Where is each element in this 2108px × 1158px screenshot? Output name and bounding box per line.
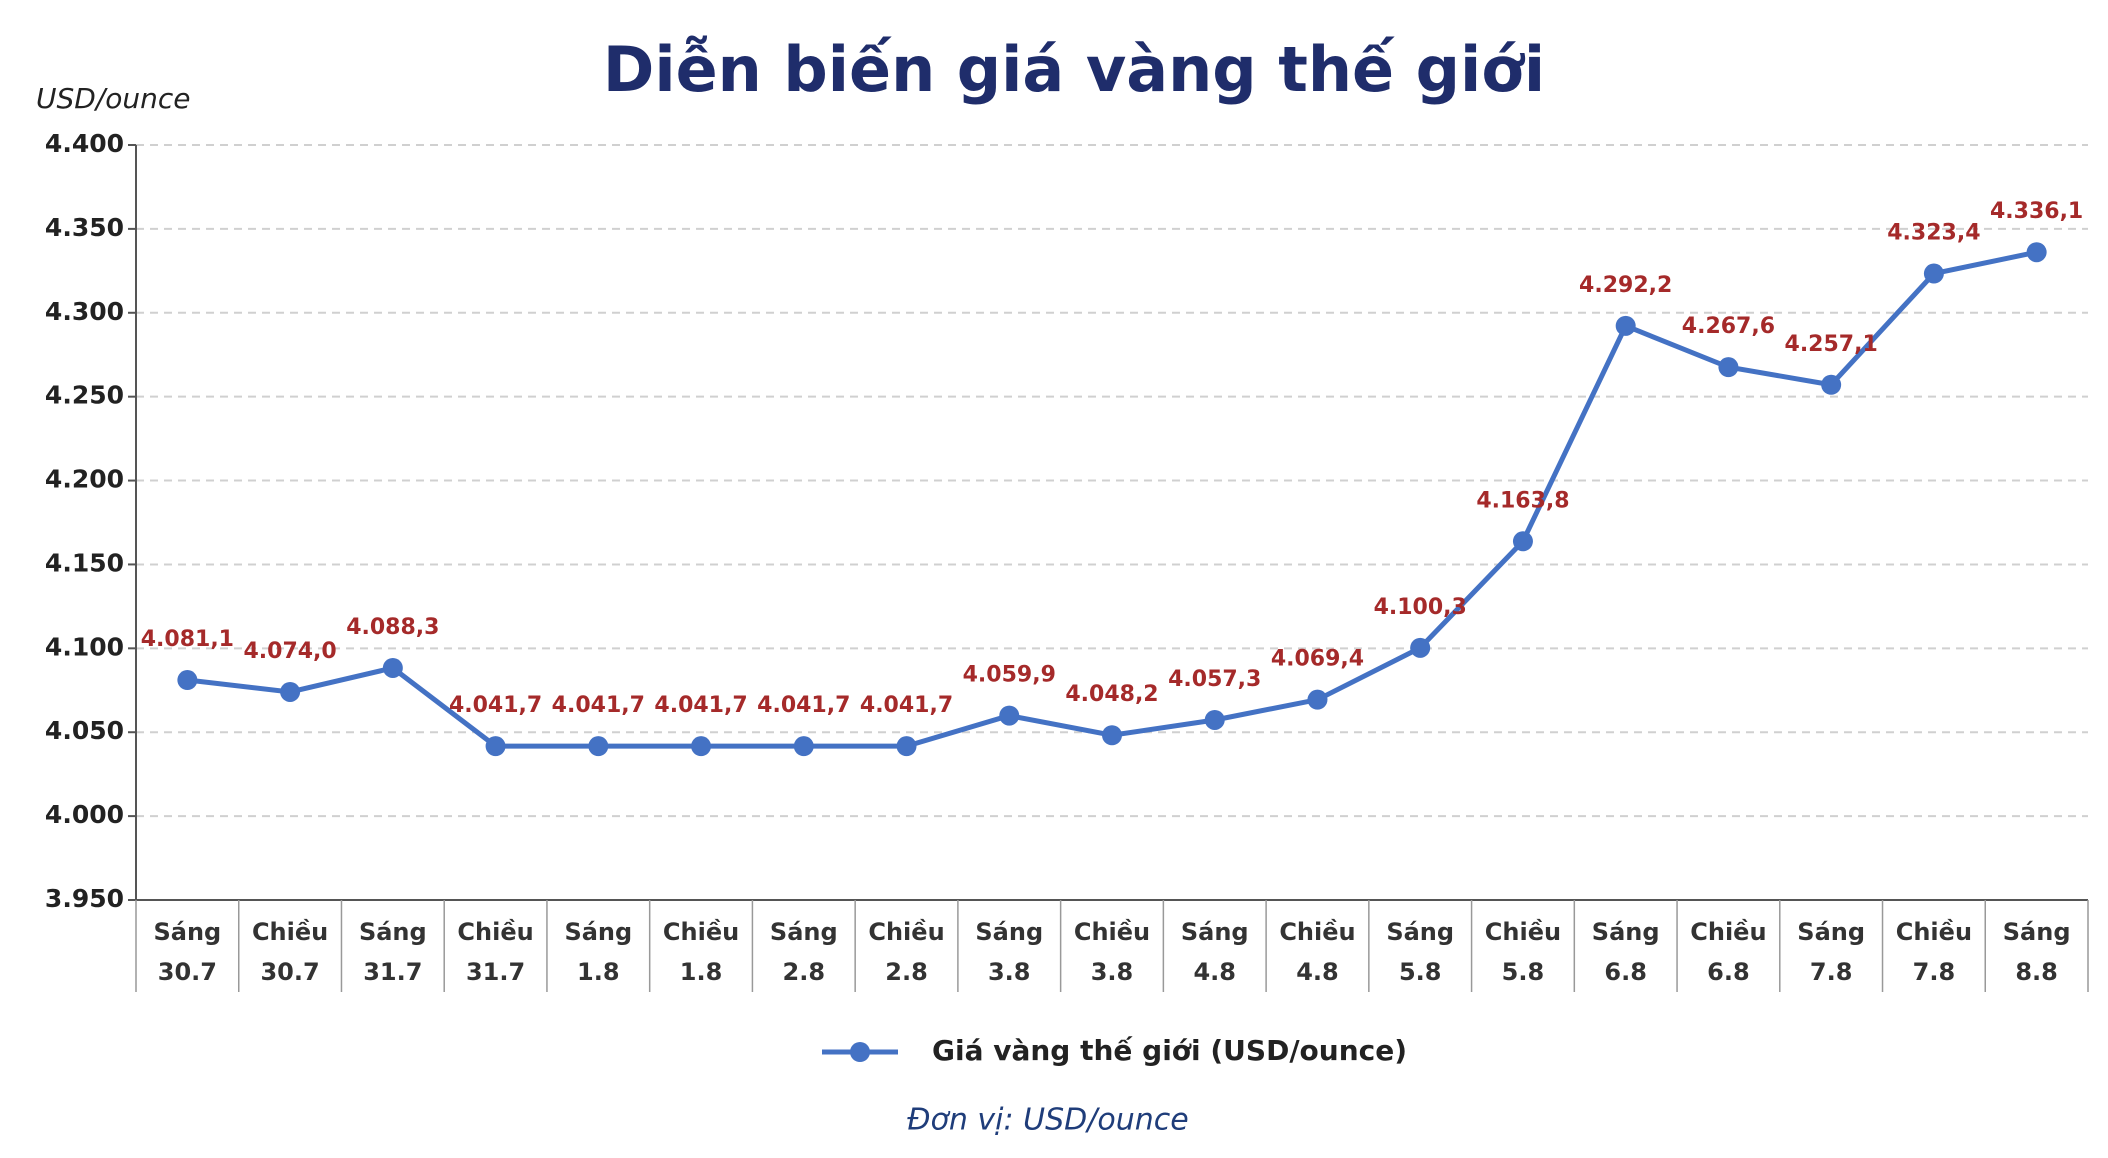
x-tick-label: Sáng 4.8 bbox=[1180, 918, 1249, 986]
y-tick-label: 4.250 bbox=[45, 381, 124, 410]
x-tick-label: Sáng 6.8 bbox=[1591, 918, 1660, 986]
data-label: 4.041,7 bbox=[757, 693, 850, 718]
y-tick-label: 3.950 bbox=[45, 884, 124, 913]
y-tick-label: 4.000 bbox=[45, 800, 124, 829]
chart-title: Diễn biến giá vàng thế giới bbox=[603, 33, 1545, 106]
x-tick-label: Chiều 6.8 bbox=[1690, 918, 1767, 986]
point bbox=[280, 681, 301, 702]
x-tick-label: Sáng 1.8 bbox=[564, 918, 633, 986]
point bbox=[382, 657, 403, 678]
point bbox=[1512, 531, 1533, 552]
data-label: 4.292,2 bbox=[1579, 273, 1672, 298]
data-label: 4.074,0 bbox=[243, 639, 336, 664]
footnote: Đơn vị: USD/ounce bbox=[907, 1103, 1188, 1138]
y-tick-label: 4.150 bbox=[45, 548, 124, 577]
data-label: 4.100,3 bbox=[1374, 595, 1467, 620]
y-tick-label: 4.050 bbox=[45, 716, 124, 745]
data-label: 4.041,7 bbox=[552, 693, 645, 718]
data-label: 4.267,6 bbox=[1682, 314, 1775, 339]
x-tick-label: Sáng 5.8 bbox=[1386, 918, 1455, 986]
data-label: 4.163,8 bbox=[1476, 488, 1569, 513]
x-tick-label: Sáng 2.8 bbox=[769, 918, 838, 986]
data-label: 4.059,9 bbox=[963, 663, 1056, 688]
point bbox=[1307, 689, 1328, 710]
point bbox=[896, 736, 917, 757]
x-tick-label: Sáng 30.7 bbox=[153, 918, 222, 986]
x-tick-label: Chiều 2.8 bbox=[868, 918, 945, 986]
data-label: 4.041,7 bbox=[449, 693, 542, 718]
data-label: 4.088,3 bbox=[346, 615, 439, 640]
x-tick-label: Chiều 31.7 bbox=[457, 918, 534, 986]
x-tick-label: Sáng 3.8 bbox=[975, 918, 1044, 986]
x-tick-label: Chiều 3.8 bbox=[1073, 918, 1151, 986]
point bbox=[1821, 374, 1842, 395]
y-tick-label: 4.300 bbox=[45, 297, 124, 326]
legend-marker bbox=[850, 1042, 870, 1062]
data-label: 4.323,4 bbox=[1887, 221, 1980, 246]
point bbox=[1923, 263, 1944, 284]
x-tick-label: Chiều 4.8 bbox=[1279, 918, 1356, 986]
point bbox=[1615, 315, 1636, 336]
point bbox=[1102, 725, 1122, 746]
point bbox=[999, 705, 1020, 726]
data-label: 4.041,7 bbox=[654, 693, 747, 718]
x-tick-label: Chiều 30.7 bbox=[251, 918, 329, 986]
point bbox=[2026, 242, 2047, 263]
point bbox=[793, 736, 814, 757]
y-tick-label: 4.200 bbox=[45, 465, 124, 494]
data-label: 4.081,1 bbox=[141, 627, 234, 652]
y-tick-label: 4.350 bbox=[45, 213, 124, 242]
y-tick-label: 4.400 bbox=[45, 129, 124, 158]
point bbox=[485, 736, 506, 757]
data-label: 4.041,7 bbox=[860, 693, 953, 718]
x-tick-label: Chiều 7.8 bbox=[1895, 918, 1973, 986]
data-label: 4.257,1 bbox=[1785, 332, 1878, 357]
data-label: 4.048,2 bbox=[1065, 682, 1158, 707]
data-label: 4.336,1 bbox=[1990, 199, 2083, 224]
legend-label: Giá vàng thế giới (USD/ounce) bbox=[932, 1034, 1407, 1067]
point bbox=[177, 670, 198, 691]
x-tick-label: Sáng 8.8 bbox=[2002, 918, 2071, 986]
point bbox=[1204, 709, 1225, 730]
x-tick-label: Sáng 31.7 bbox=[358, 918, 427, 986]
data-label: 4.069,4 bbox=[1271, 647, 1364, 672]
y-axis-label: USD/ounce bbox=[36, 82, 191, 115]
x-tick-label: Chiều 5.8 bbox=[1484, 918, 1562, 986]
point bbox=[1718, 357, 1739, 378]
y-tick-label: 4.100 bbox=[45, 632, 124, 661]
x-tick-label: Chiều 1.8 bbox=[662, 918, 740, 986]
point bbox=[588, 736, 609, 757]
point bbox=[1410, 637, 1431, 658]
point bbox=[691, 736, 712, 757]
data-label: 4.057,3 bbox=[1168, 667, 1261, 692]
x-tick-label: Sáng 7.8 bbox=[1797, 918, 1866, 986]
